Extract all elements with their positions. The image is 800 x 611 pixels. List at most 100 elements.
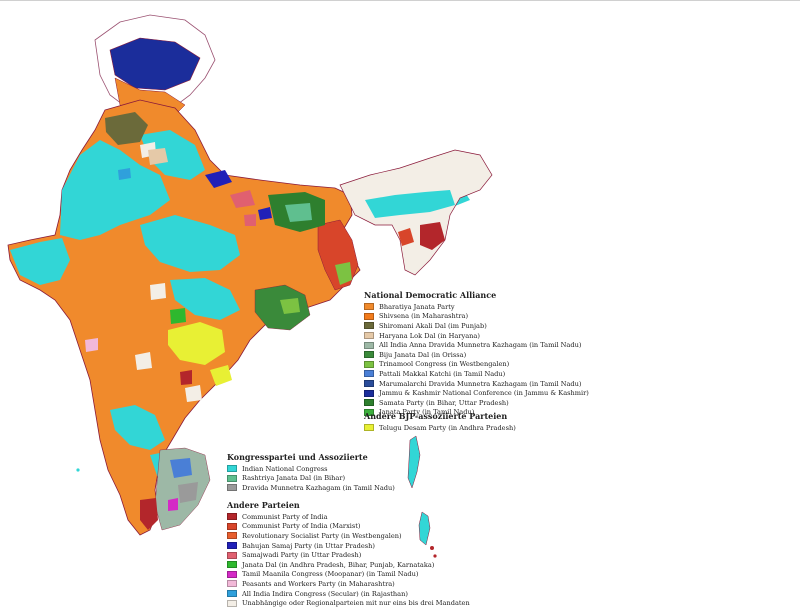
nicobar-islands	[418, 511, 431, 546]
region-andhra-tdp2	[210, 365, 232, 386]
legend-item-congress: Indian National Congress	[227, 464, 395, 474]
region-up-sp2	[244, 214, 256, 226]
legend-item-others: Janata Dal (in Andhra Pradesh, Bihar, Pu…	[227, 560, 470, 570]
region-cpi-andhra	[180, 370, 192, 385]
legend-label: Haryana Lok Dal (in Haryana)	[379, 331, 480, 340]
legend-swatch	[227, 513, 237, 521]
legend-swatch	[227, 580, 237, 588]
legend-item-nda: Trinamool Congress (in Westbengalen)	[364, 360, 589, 370]
legend-swatch	[227, 542, 237, 550]
island-dot-2	[433, 554, 437, 558]
legend-label: Pattali Makkal Katchi (in Tamil Nadu)	[379, 369, 506, 378]
legend-item-nda: Jammu & Kashmir National Conference (in …	[364, 388, 589, 398]
legend-swatch	[364, 399, 374, 407]
top-border	[0, 0, 800, 1]
legend-item-others: Communist Party of India	[227, 512, 470, 522]
region-inc-gujarat	[10, 238, 70, 285]
region-aicss	[118, 168, 131, 180]
legend-label: Janata Dal (in Andhra Pradesh, Bihar, Pu…	[242, 560, 435, 569]
region-rjd	[285, 203, 312, 222]
legend-item-nda: Marumalarchi Dravida Munnetra Kazhagam (…	[364, 379, 589, 389]
region-inc-north	[140, 130, 205, 180]
legend-label: Shiromani Akali Dal (im Punjab)	[379, 321, 487, 330]
legend-others-title: Andere Parteien	[227, 500, 300, 510]
legend-swatch	[227, 522, 237, 530]
legend-label: Peasants and Workers Party (in Maharasht…	[242, 579, 395, 588]
legend-nda: National Democratic Alliance Bharatiya J…	[364, 290, 589, 417]
region-ne-inc	[365, 190, 455, 218]
legend-swatch	[227, 599, 237, 607]
region-punjab	[105, 112, 148, 145]
legend-label: Janata Party (in Tamil Nadu)	[379, 408, 475, 417]
region-inc-central	[170, 278, 240, 320]
legend-label: Samata Party (in Bihar, Uttar Pradesh)	[379, 398, 509, 407]
legend-item-others: Unabhängige oder Regionalparteien mit nu…	[227, 598, 470, 608]
region-ind-2	[135, 352, 152, 370]
legend-label: Trinamool Congress (in Westbengalen)	[379, 360, 510, 369]
legend-swatch	[364, 408, 374, 416]
region-jd	[170, 308, 186, 324]
legend-swatch	[227, 484, 237, 492]
legend-item-nda: Shiromani Akali Dal (im Punjab)	[364, 321, 589, 331]
island-dot-1	[430, 546, 434, 550]
region-andhra-tdp	[168, 322, 225, 365]
legend-label: Unabhängige oder Regionalparteien mit nu…	[242, 599, 470, 608]
region-inc-karnataka	[110, 405, 165, 450]
legend-item-others: Tamil Maanila Congress (Moopanar) (in Ta…	[227, 570, 470, 580]
legend-swatch	[364, 351, 374, 359]
legend-label: Bharatiya Janata Party	[379, 302, 455, 311]
legend-bjp-assoc-title: Andere BJP-assoziierte Parteien	[364, 411, 508, 421]
region-jk-nc	[109, 37, 201, 91]
legend-swatch	[364, 370, 374, 378]
legend-swatch	[364, 360, 374, 368]
legend-item-others: Bahujan Samaj Party (in Uttar Pradesh)	[227, 541, 470, 551]
legend-label: Rashtriya Janata Dal (in Bihar)	[242, 474, 346, 483]
legend-item-nda: Pattali Makkal Katchi (in Tamil Nadu)	[364, 369, 589, 379]
legend-item-congress: Dravida Munnetra Kazhagam (in Tamil Nadu…	[227, 483, 395, 493]
legend-nda-title: National Democratic Alliance	[364, 290, 497, 300]
legend-item-others: Samajwadi Party (in Uttar Pradesh)	[227, 550, 470, 560]
region-tn-pmk	[170, 458, 192, 478]
legend-congress: Kongresspartei und Assoziierte Indian Na…	[227, 452, 395, 493]
legend-swatch	[364, 424, 374, 432]
legend-label: Bahujan Samaj Party (in Uttar Pradesh)	[242, 541, 375, 550]
legend-swatch	[364, 322, 374, 330]
legend-label: All India Indira Congress (Secular) (in …	[242, 589, 408, 598]
region-orissa-tmc	[280, 298, 300, 314]
legend-item-nda: All India Anna Dravida Munnetra Kazhagam…	[364, 340, 589, 350]
legend-others: Andere Parteien Communist Party of India…	[227, 500, 470, 608]
legend-item-others: Revolutionary Socialist Party (in Westbe…	[227, 531, 470, 541]
legend-item-nda: Samata Party (in Bihar, Uttar Pradesh)	[364, 398, 589, 408]
legend-label: Jammu & Kashmir National Conference (in …	[379, 389, 589, 398]
legend-bjp-assoc: Andere BJP-assoziierte Parteien Telugu D…	[364, 411, 516, 433]
legend-swatch	[364, 380, 374, 388]
legend-swatch	[227, 465, 237, 473]
legend-item-others: All India Indira Congress (Secular) (in …	[227, 589, 470, 599]
legend-swatch	[227, 561, 237, 569]
legend-label: Dravida Munnetra Kazhagam (in Tamil Nadu…	[242, 483, 395, 492]
region-ind-3	[185, 385, 202, 402]
region-up-sp	[230, 190, 255, 208]
lakshadweep-dot	[76, 468, 80, 472]
region-tn-tmcm	[168, 498, 178, 511]
legend-item-congress: Rashtriya Janata Dal (in Bihar)	[227, 474, 395, 484]
legend-label: Revolutionary Socialist Party (in Westbe…	[242, 531, 402, 540]
andaman-islands	[407, 435, 421, 489]
legend-label: Communist Party of India	[242, 512, 328, 521]
region-tn-dmk	[178, 482, 198, 503]
legend-item-bjp_assoc: Telugu Desam Party (in Andhra Pradesh)	[364, 423, 516, 433]
legend-swatch	[227, 590, 237, 598]
legend-item-others: Communist Party of India (Marxist)	[227, 522, 470, 532]
legend-item-others: Peasants and Workers Party (in Maharasht…	[227, 579, 470, 589]
region-kerala-cpi	[140, 498, 158, 530]
legend-label: Marumalarchi Dravida Munnetra Kazhagam (…	[379, 379, 582, 388]
legend-swatch	[364, 312, 374, 320]
region-ne-cpi-small	[398, 228, 414, 246]
region-up-bsp	[205, 170, 232, 188]
legend-congress-title: Kongresspartei und Assoziierte	[227, 452, 368, 462]
legend-swatch	[364, 332, 374, 340]
legend-item-nda: Haryana Lok Dal (in Haryana)	[364, 331, 589, 341]
region-pwp	[85, 338, 98, 352]
legend-label: Tamil Maanila Congress (Moopanar) (in Ta…	[242, 570, 419, 579]
